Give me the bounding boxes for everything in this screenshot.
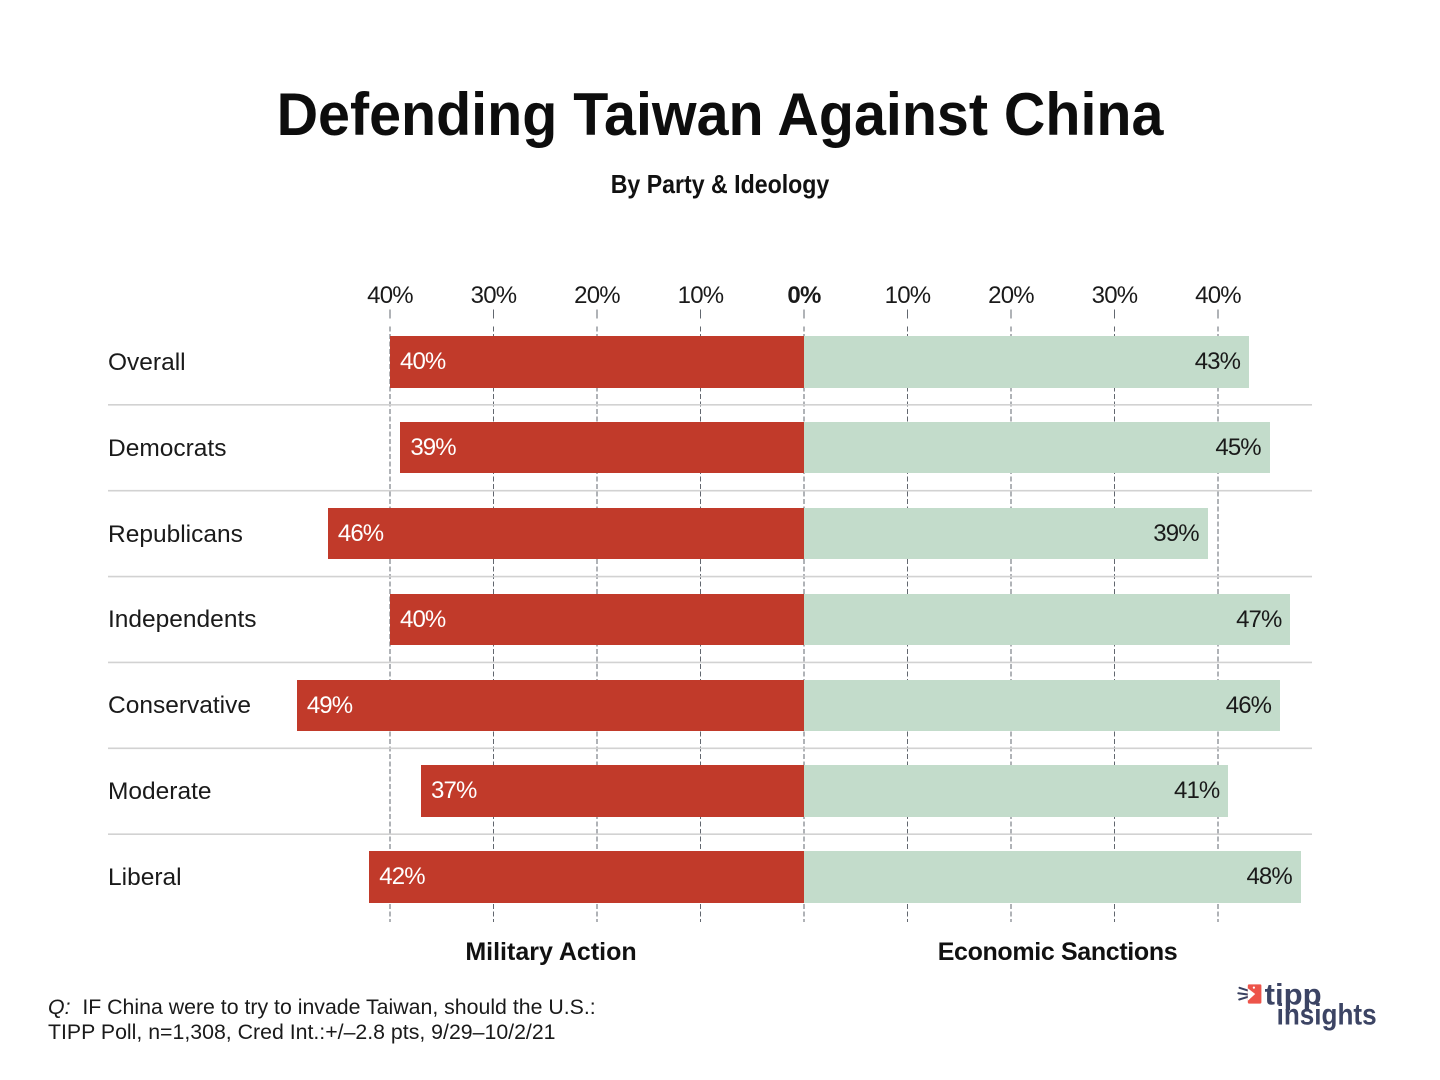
- svg-text:tipp: tipp: [1265, 980, 1322, 1012]
- svg-text:insights: insights: [1277, 999, 1377, 1032]
